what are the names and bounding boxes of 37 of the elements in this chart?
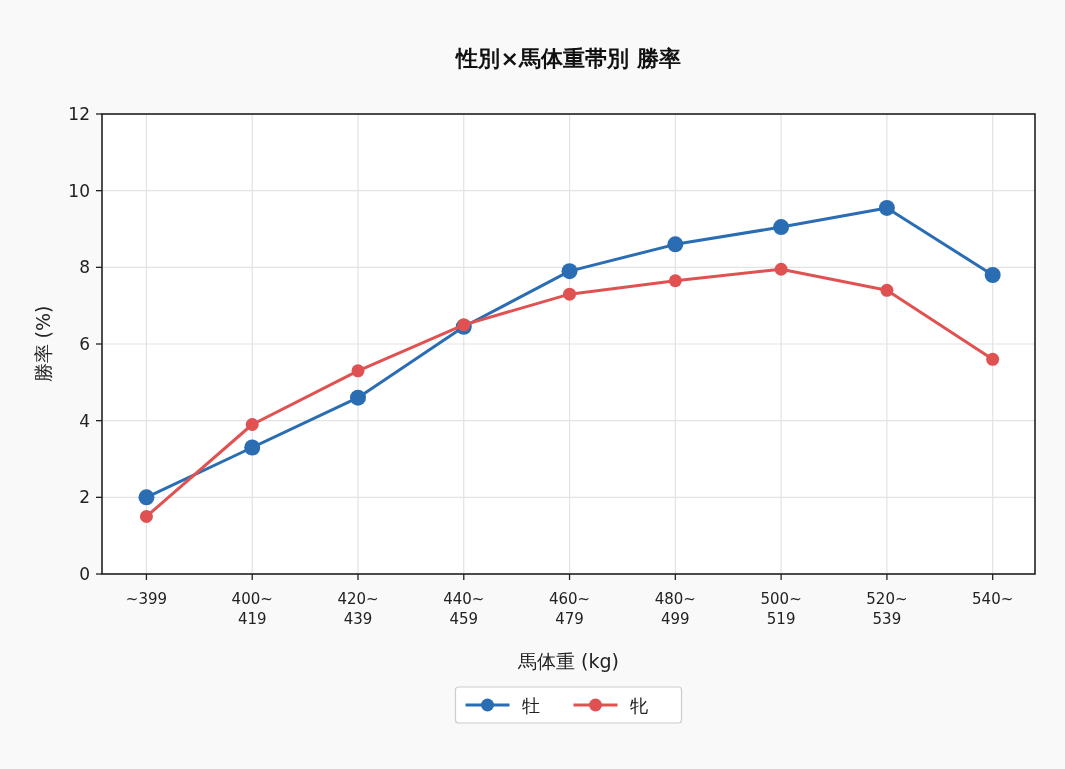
x-tick-label: 460~ 479 xyxy=(548,590,591,629)
legend-label: 牡 xyxy=(521,695,540,716)
point xyxy=(351,364,365,378)
y-tick-label: 8 xyxy=(79,257,90,278)
point xyxy=(349,389,366,406)
y-tick-label: 12 xyxy=(68,104,90,124)
point xyxy=(245,418,259,431)
point xyxy=(139,510,153,523)
y-tick-label: 10 xyxy=(68,180,90,201)
y-axis-title: 勝率 (%) xyxy=(32,305,54,383)
x-tick-label: 520~ 539 xyxy=(866,590,908,629)
y-tick-label: 2 xyxy=(79,487,90,508)
point xyxy=(878,199,895,216)
point xyxy=(138,489,155,506)
y-tick-label: 6 xyxy=(79,334,90,354)
x-axis-title: 馬体重 (kg) xyxy=(517,650,619,672)
x-tick-label: 420~ 439 xyxy=(337,590,379,629)
point xyxy=(668,274,682,288)
point xyxy=(773,219,790,236)
point xyxy=(880,283,894,297)
point xyxy=(774,262,788,276)
x-tick-label: 540~ xyxy=(972,590,1014,608)
point xyxy=(563,287,577,301)
y-tick-label: 0 xyxy=(79,564,90,584)
x-tick-label: 480~ 499 xyxy=(654,590,696,629)
x-tick-label: 440~ 459 xyxy=(443,590,485,629)
x-tick-label: 500~ 519 xyxy=(760,590,802,629)
chart-title: 性別×馬体重帯別 勝率 xyxy=(454,46,681,71)
x-tick-label: ~399 xyxy=(125,590,168,608)
point xyxy=(561,263,578,280)
x-tick-label: 400~ 419 xyxy=(231,590,273,629)
point xyxy=(244,439,261,456)
y-tick-label: 4 xyxy=(79,410,90,431)
point xyxy=(984,267,1001,283)
point xyxy=(667,236,684,253)
point xyxy=(986,352,1000,366)
legend-label: 牝 xyxy=(629,695,648,716)
